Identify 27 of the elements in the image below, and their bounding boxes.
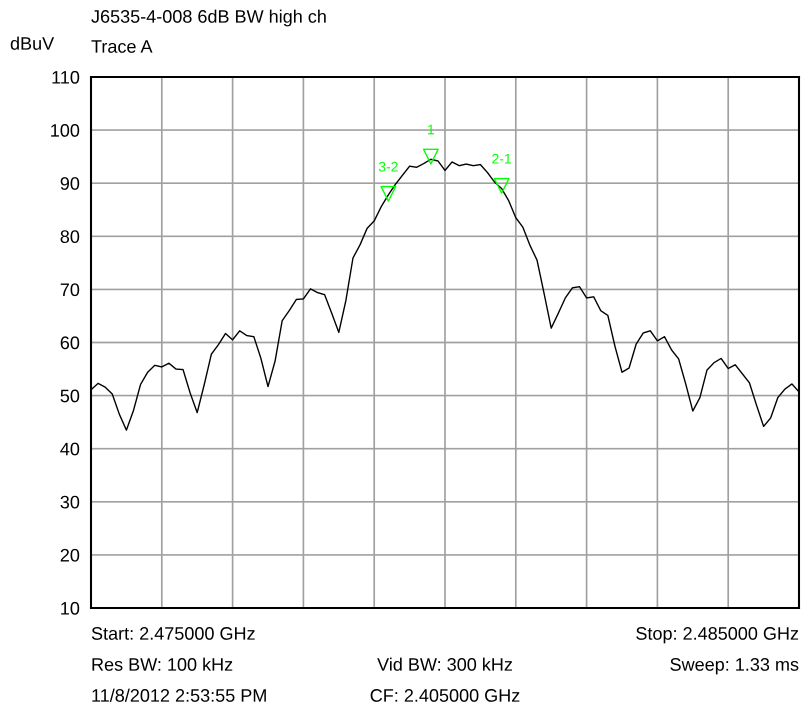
y-tick-label: 20 bbox=[60, 548, 80, 562]
y-tick-label: 100 bbox=[51, 124, 80, 137]
series-label: 1 bbox=[428, 124, 434, 134]
y-tick-label: 60 bbox=[60, 336, 80, 350]
y-tick-label: 80 bbox=[60, 230, 80, 244]
text: Res BW: 100 kHz bbox=[92, 658, 232, 671]
point bbox=[380, 186, 396, 202]
series-label: 2-1 bbox=[492, 154, 511, 164]
series-label: 3-2 bbox=[378, 162, 398, 172]
text: CF: 2.405000 GHz bbox=[370, 689, 520, 702]
text: 11/8/2012 2:53:55 PM bbox=[92, 688, 266, 702]
chart-subtitle: Trace A bbox=[91, 40, 153, 53]
text: Stop: 2.485000 GHz bbox=[636, 627, 798, 644]
text: Sweep: 1.33 ms bbox=[670, 658, 798, 674]
y-tick-label: 40 bbox=[60, 442, 80, 456]
y-tick-label: 30 bbox=[60, 496, 80, 509]
text: Vid BW: 300 kHz bbox=[377, 658, 512, 671]
y-tick-label: 70 bbox=[60, 283, 80, 296]
y-tick-label: 50 bbox=[60, 390, 80, 402]
text: Start: 2.475000 GHz bbox=[92, 627, 255, 640]
y-tick-label: 110 bbox=[52, 70, 80, 84]
y-tick-label: 90 bbox=[60, 177, 80, 190]
y-axis-title: dBuV bbox=[10, 36, 54, 50]
chart-title: J6535-4-008 6dB BW high ch bbox=[91, 10, 326, 26]
y-tick-label: 10 bbox=[61, 602, 80, 615]
point bbox=[494, 178, 510, 194]
point bbox=[422, 148, 439, 165]
